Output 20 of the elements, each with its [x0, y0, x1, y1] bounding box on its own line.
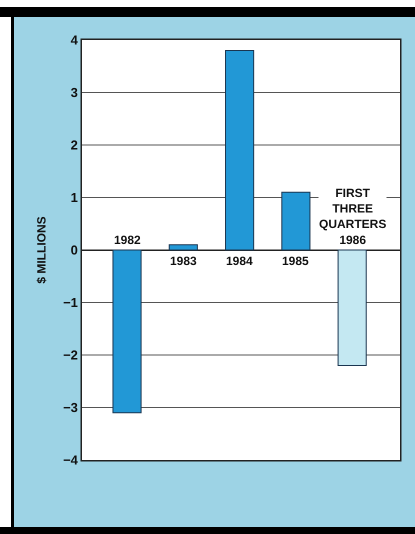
- y-tick-label: −2: [63, 348, 78, 363]
- x-tick-label: 1982: [114, 233, 142, 247]
- y-tick-label: 4: [70, 32, 79, 48]
- bar: [168, 244, 198, 250]
- x-tick-label: 1984: [226, 254, 254, 268]
- bar: [112, 250, 142, 414]
- bar: [338, 250, 367, 366]
- bar: [225, 50, 254, 250]
- y-tick-label: −1: [63, 295, 78, 310]
- y-axis-title: $ MILLIONS: [34, 216, 49, 284]
- y-tick-label: −4: [63, 452, 79, 468]
- bar: [281, 192, 310, 250]
- y-tick-label: 0: [70, 242, 78, 258]
- y-tick-label: 3: [70, 85, 78, 100]
- x-tick-label: 1985: [282, 254, 310, 268]
- x-tick-label: FIRST THREE QUARTERS 1986: [319, 186, 386, 247]
- x-tick-label: 1983: [170, 254, 198, 268]
- y-tick-label: 2: [70, 138, 78, 153]
- y-tick-label: −3: [63, 400, 78, 416]
- y-tick-label: 1: [70, 190, 78, 206]
